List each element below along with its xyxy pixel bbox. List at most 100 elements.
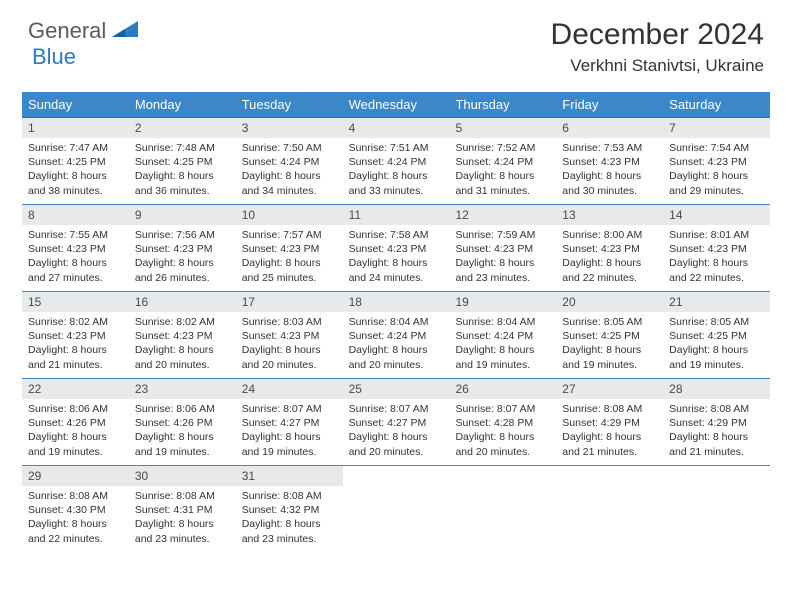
calendar-cell <box>449 466 556 552</box>
day-details: Sunrise: 8:08 AMSunset: 4:31 PMDaylight:… <box>129 486 236 552</box>
title-block: December 2024 Verkhni Stanivtsi, Ukraine <box>551 18 764 76</box>
calendar-cell: 28Sunrise: 8:08 AMSunset: 4:29 PMDayligh… <box>663 379 770 465</box>
calendar-cell: 10Sunrise: 7:57 AMSunset: 4:23 PMDayligh… <box>236 205 343 291</box>
calendar-cell: 20Sunrise: 8:05 AMSunset: 4:25 PMDayligh… <box>556 292 663 378</box>
day-number: 16 <box>129 292 236 312</box>
day-number: 17 <box>236 292 343 312</box>
logo: General <box>28 18 112 44</box>
calendar-cell: 6Sunrise: 7:53 AMSunset: 4:23 PMDaylight… <box>556 118 663 204</box>
day-number: 6 <box>556 118 663 138</box>
calendar-cell <box>556 466 663 552</box>
day-details: Sunrise: 8:02 AMSunset: 4:23 PMDaylight:… <box>22 312 129 378</box>
calendar-cell: 26Sunrise: 8:07 AMSunset: 4:28 PMDayligh… <box>449 379 556 465</box>
day-details: Sunrise: 8:02 AMSunset: 4:23 PMDaylight:… <box>129 312 236 378</box>
day-number: 11 <box>343 205 450 225</box>
day-number: 3 <box>236 118 343 138</box>
day-number: 29 <box>22 466 129 486</box>
calendar-cell: 30Sunrise: 8:08 AMSunset: 4:31 PMDayligh… <box>129 466 236 552</box>
day-number: 9 <box>129 205 236 225</box>
calendar-header-cell: Saturday <box>663 92 770 117</box>
calendar: SundayMondayTuesdayWednesdayThursdayFrid… <box>22 92 770 552</box>
day-details: Sunrise: 7:50 AMSunset: 4:24 PMDaylight:… <box>236 138 343 204</box>
day-number: 18 <box>343 292 450 312</box>
calendar-header-cell: Friday <box>556 92 663 117</box>
calendar-header-cell: Sunday <box>22 92 129 117</box>
day-number: 19 <box>449 292 556 312</box>
day-number: 23 <box>129 379 236 399</box>
day-number: 15 <box>22 292 129 312</box>
calendar-header-cell: Wednesday <box>343 92 450 117</box>
page-header: General December 2024 Verkhni Stanivtsi,… <box>0 0 792 84</box>
day-number: 1 <box>22 118 129 138</box>
day-number: 8 <box>22 205 129 225</box>
calendar-cell: 7Sunrise: 7:54 AMSunset: 4:23 PMDaylight… <box>663 118 770 204</box>
day-details: Sunrise: 8:07 AMSunset: 4:27 PMDaylight:… <box>343 399 450 465</box>
day-number: 30 <box>129 466 236 486</box>
calendar-row: 15Sunrise: 8:02 AMSunset: 4:23 PMDayligh… <box>22 292 770 379</box>
day-details: Sunrise: 7:47 AMSunset: 4:25 PMDaylight:… <box>22 138 129 204</box>
day-number: 24 <box>236 379 343 399</box>
day-number: 21 <box>663 292 770 312</box>
location-label: Verkhni Stanivtsi, Ukraine <box>551 56 764 76</box>
day-number: 28 <box>663 379 770 399</box>
day-details: Sunrise: 8:08 AMSunset: 4:32 PMDaylight:… <box>236 486 343 552</box>
calendar-cell: 24Sunrise: 8:07 AMSunset: 4:27 PMDayligh… <box>236 379 343 465</box>
day-details: Sunrise: 8:06 AMSunset: 4:26 PMDaylight:… <box>129 399 236 465</box>
calendar-cell: 4Sunrise: 7:51 AMSunset: 4:24 PMDaylight… <box>343 118 450 204</box>
day-number: 31 <box>236 466 343 486</box>
calendar-cell <box>343 466 450 552</box>
calendar-cell: 13Sunrise: 8:00 AMSunset: 4:23 PMDayligh… <box>556 205 663 291</box>
calendar-header-row: SundayMondayTuesdayWednesdayThursdayFrid… <box>22 92 770 118</box>
calendar-header-cell: Monday <box>129 92 236 117</box>
logo-triangle-icon <box>112 19 138 44</box>
day-details: Sunrise: 8:05 AMSunset: 4:25 PMDaylight:… <box>663 312 770 378</box>
day-details: Sunrise: 7:51 AMSunset: 4:24 PMDaylight:… <box>343 138 450 204</box>
day-number: 25 <box>343 379 450 399</box>
calendar-cell: 16Sunrise: 8:02 AMSunset: 4:23 PMDayligh… <box>129 292 236 378</box>
day-number: 20 <box>556 292 663 312</box>
day-details: Sunrise: 7:54 AMSunset: 4:23 PMDaylight:… <box>663 138 770 204</box>
day-details: Sunrise: 7:53 AMSunset: 4:23 PMDaylight:… <box>556 138 663 204</box>
calendar-cell: 1Sunrise: 7:47 AMSunset: 4:25 PMDaylight… <box>22 118 129 204</box>
calendar-cell: 2Sunrise: 7:48 AMSunset: 4:25 PMDaylight… <box>129 118 236 204</box>
day-number: 4 <box>343 118 450 138</box>
calendar-cell: 5Sunrise: 7:52 AMSunset: 4:24 PMDaylight… <box>449 118 556 204</box>
calendar-cell: 29Sunrise: 8:08 AMSunset: 4:30 PMDayligh… <box>22 466 129 552</box>
day-details: Sunrise: 8:07 AMSunset: 4:28 PMDaylight:… <box>449 399 556 465</box>
day-number: 2 <box>129 118 236 138</box>
calendar-cell <box>663 466 770 552</box>
calendar-cell: 9Sunrise: 7:56 AMSunset: 4:23 PMDaylight… <box>129 205 236 291</box>
day-details: Sunrise: 7:58 AMSunset: 4:23 PMDaylight:… <box>343 225 450 291</box>
day-details: Sunrise: 7:57 AMSunset: 4:23 PMDaylight:… <box>236 225 343 291</box>
day-number: 26 <box>449 379 556 399</box>
calendar-body: 1Sunrise: 7:47 AMSunset: 4:25 PMDaylight… <box>22 118 770 552</box>
calendar-cell: 14Sunrise: 8:01 AMSunset: 4:23 PMDayligh… <box>663 205 770 291</box>
day-details: Sunrise: 7:48 AMSunset: 4:25 PMDaylight:… <box>129 138 236 204</box>
calendar-cell: 15Sunrise: 8:02 AMSunset: 4:23 PMDayligh… <box>22 292 129 378</box>
calendar-cell: 8Sunrise: 7:55 AMSunset: 4:23 PMDaylight… <box>22 205 129 291</box>
calendar-cell: 21Sunrise: 8:05 AMSunset: 4:25 PMDayligh… <box>663 292 770 378</box>
calendar-cell: 27Sunrise: 8:08 AMSunset: 4:29 PMDayligh… <box>556 379 663 465</box>
day-details: Sunrise: 8:04 AMSunset: 4:24 PMDaylight:… <box>343 312 450 378</box>
day-details: Sunrise: 8:00 AMSunset: 4:23 PMDaylight:… <box>556 225 663 291</box>
day-details: Sunrise: 8:01 AMSunset: 4:23 PMDaylight:… <box>663 225 770 291</box>
day-details: Sunrise: 8:08 AMSunset: 4:29 PMDaylight:… <box>556 399 663 465</box>
day-number: 27 <box>556 379 663 399</box>
calendar-cell: 25Sunrise: 8:07 AMSunset: 4:27 PMDayligh… <box>343 379 450 465</box>
day-details: Sunrise: 8:08 AMSunset: 4:29 PMDaylight:… <box>663 399 770 465</box>
calendar-cell: 18Sunrise: 8:04 AMSunset: 4:24 PMDayligh… <box>343 292 450 378</box>
day-number: 13 <box>556 205 663 225</box>
month-title: December 2024 <box>551 18 764 52</box>
day-details: Sunrise: 8:08 AMSunset: 4:30 PMDaylight:… <box>22 486 129 552</box>
day-number: 12 <box>449 205 556 225</box>
calendar-row: 29Sunrise: 8:08 AMSunset: 4:30 PMDayligh… <box>22 466 770 552</box>
day-details: Sunrise: 7:59 AMSunset: 4:23 PMDaylight:… <box>449 225 556 291</box>
day-details: Sunrise: 8:06 AMSunset: 4:26 PMDaylight:… <box>22 399 129 465</box>
day-number: 7 <box>663 118 770 138</box>
day-number: 14 <box>663 205 770 225</box>
calendar-cell: 11Sunrise: 7:58 AMSunset: 4:23 PMDayligh… <box>343 205 450 291</box>
calendar-cell: 19Sunrise: 8:04 AMSunset: 4:24 PMDayligh… <box>449 292 556 378</box>
calendar-header-cell: Tuesday <box>236 92 343 117</box>
day-details: Sunrise: 8:03 AMSunset: 4:23 PMDaylight:… <box>236 312 343 378</box>
calendar-row: 8Sunrise: 7:55 AMSunset: 4:23 PMDaylight… <box>22 205 770 292</box>
